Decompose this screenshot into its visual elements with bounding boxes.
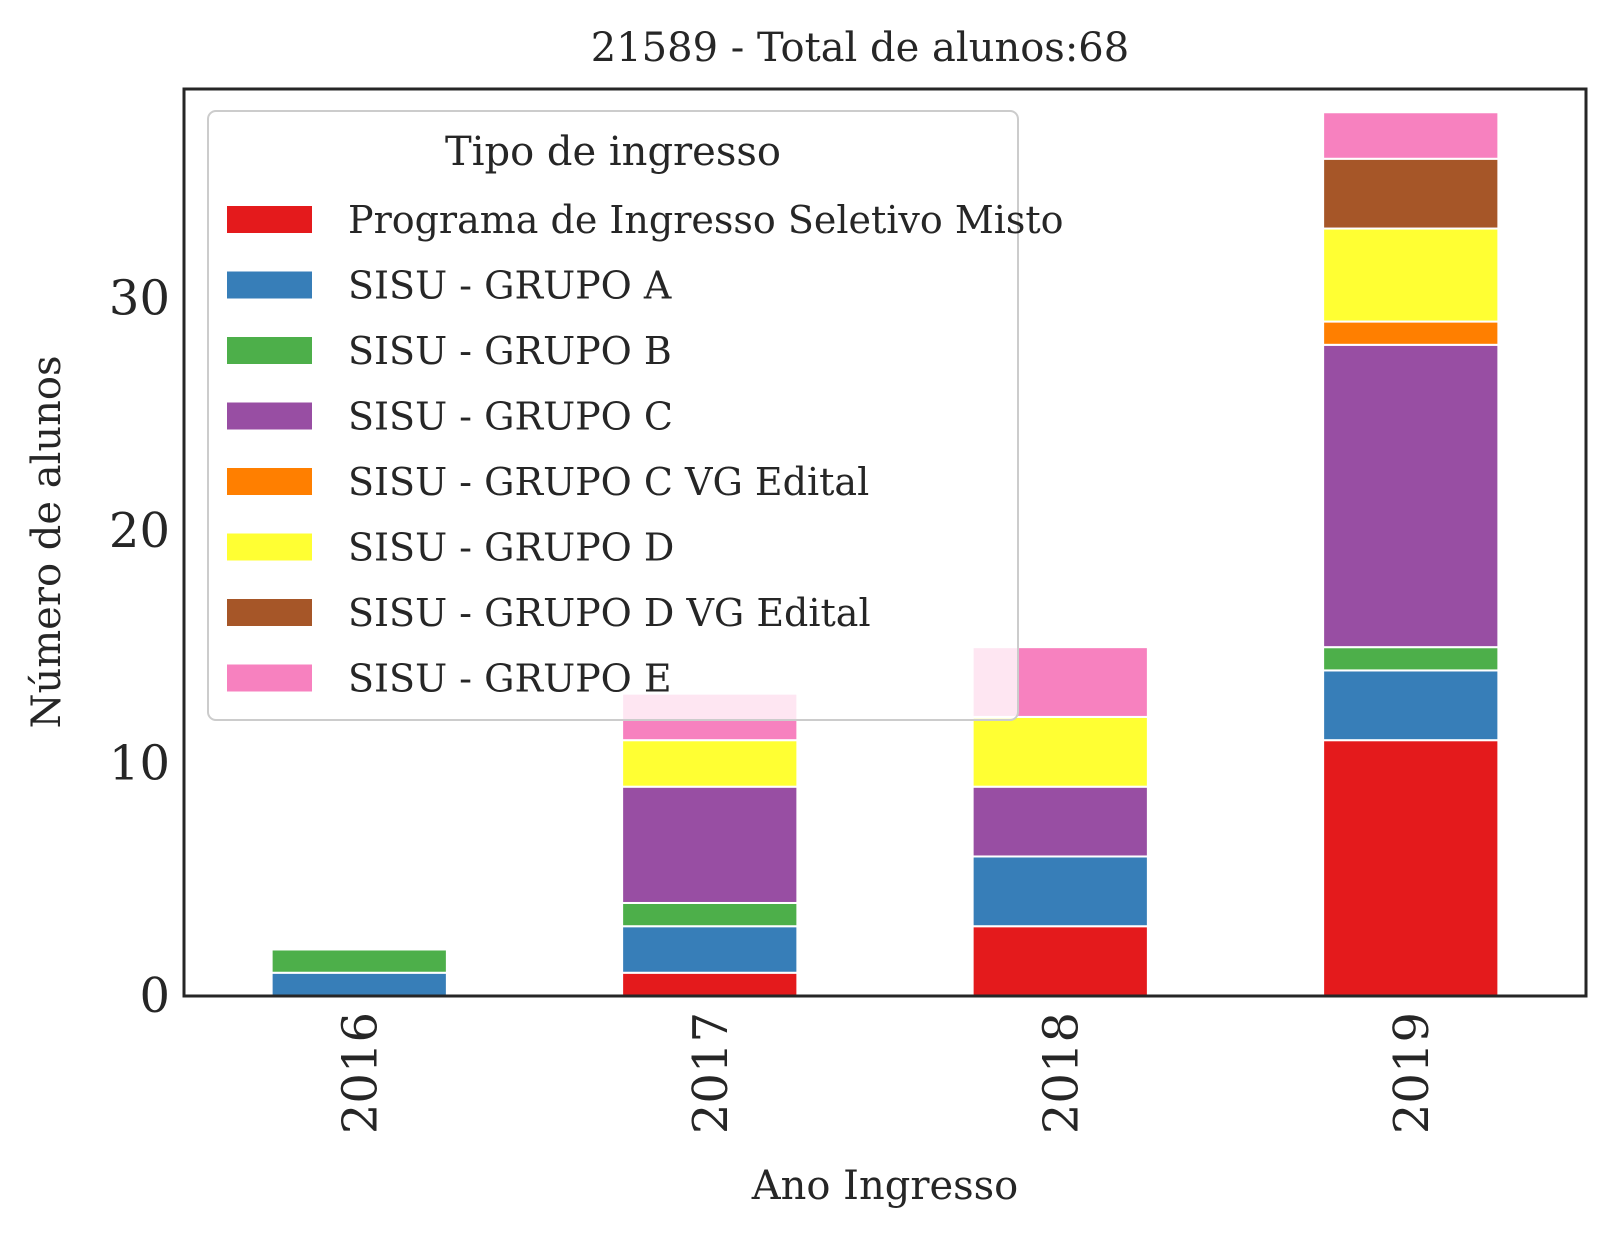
bar-segment [621, 901, 799, 928]
bar-segment [1322, 343, 1500, 649]
legend: Tipo de ingresso Programa de Ingresso Se… [207, 110, 1064, 721]
bar-segment [270, 971, 448, 998]
x-axis-label: Ano Ingresso [751, 1163, 1019, 1209]
bar-segment [621, 971, 799, 998]
legend-swatch [227, 271, 312, 299]
bar-segment [621, 785, 799, 904]
plot-frame [182, 87, 1588, 998]
bar-segment [1322, 739, 1500, 998]
legend-items: Programa de Ingresso Seletivo Misto SISU … [227, 198, 1064, 701]
legend-swatch [227, 206, 312, 233]
bar-segment [1322, 227, 1500, 323]
x-tick-label: 2016 [332, 1012, 388, 1134]
y-tick-label: 0 [139, 968, 170, 1024]
bar-segment [971, 715, 1149, 788]
bar-segment [621, 925, 799, 974]
y-axis-ticks: 0 10 20 30 [109, 270, 170, 1024]
legend-swatch [227, 599, 312, 626]
legend-label: SISU - GRUPO B [348, 329, 672, 373]
legend-swatch [227, 664, 312, 692]
y-tick-label: 30 [109, 270, 170, 326]
legend-label: SISU - GRUPO C [348, 395, 673, 439]
y-axis-label: Número de alunos [24, 355, 70, 728]
bar-segment [971, 785, 1149, 858]
x-axis-ticks: 2016 2017 2018 2019 [332, 1012, 1440, 1134]
legend-title: Tipo de ingresso [445, 129, 781, 175]
legend-label: SISU - GRUPO D [348, 526, 674, 570]
legend-label: SISU - GRUPO E [348, 657, 672, 701]
y-tick-label: 20 [109, 503, 170, 559]
bar-segment [1322, 111, 1500, 160]
legend-label: SISU - GRUPO A [348, 264, 672, 308]
legend-swatch [227, 468, 312, 495]
bar-segment [621, 739, 799, 788]
legend-swatch [227, 402, 312, 430]
bar-segment [1322, 669, 1500, 742]
y-tick-label: 10 [109, 735, 170, 791]
legend-frame [207, 110, 1019, 721]
x-tick-label: 2019 [1384, 1012, 1440, 1134]
bars-layer [270, 111, 1500, 998]
legend-label: SISU - GRUPO C VG Edital [348, 460, 869, 504]
bar-segment [971, 855, 1149, 928]
bar-segment [1322, 646, 1500, 672]
bar-segment [971, 925, 1149, 998]
bar-segment [270, 948, 448, 974]
chart-title: 21589 - Total de alunos:68 [591, 25, 1129, 71]
bar-segment [1322, 157, 1500, 230]
legend-swatch [227, 337, 312, 364]
x-tick-label: 2018 [1033, 1012, 1089, 1134]
legend-label: SISU - GRUPO D VG Edital [348, 591, 871, 635]
legend-label: Programa de Ingresso Seletivo Misto [348, 198, 1064, 242]
bar-segment [1322, 320, 1500, 346]
legend-swatch [227, 533, 312, 561]
x-tick-label: 2017 [683, 1012, 739, 1134]
